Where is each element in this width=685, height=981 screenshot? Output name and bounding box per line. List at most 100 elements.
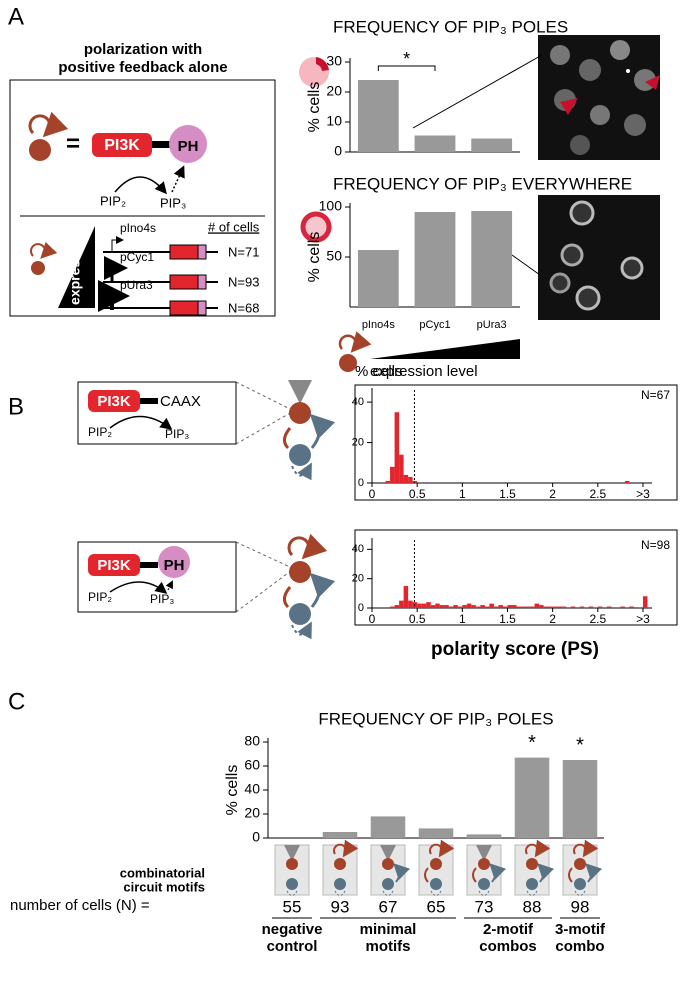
link xyxy=(568,867,573,883)
x-tick-label: 1 xyxy=(459,612,466,626)
node xyxy=(29,139,51,161)
bar xyxy=(417,603,422,608)
bar xyxy=(620,606,625,608)
bar xyxy=(399,454,404,483)
y-tick-label: 100 xyxy=(319,198,343,214)
x-tick-label: 1.5 xyxy=(499,612,516,626)
bar xyxy=(562,760,598,838)
x-tick-label: >3 xyxy=(636,612,650,626)
chart-title: FREQUENCY OF PIP₃ POLES xyxy=(318,709,553,728)
feedback xyxy=(525,839,551,858)
annotation: * xyxy=(528,732,536,754)
link xyxy=(585,863,603,883)
product: PIP₃ xyxy=(165,427,189,441)
bar xyxy=(322,832,358,838)
self-loop xyxy=(526,890,538,896)
node xyxy=(430,878,442,890)
bar xyxy=(453,605,458,608)
bar xyxy=(507,605,512,608)
y-tick-label: 40 xyxy=(352,396,364,408)
bar xyxy=(579,606,585,608)
y-tick-label: 50 xyxy=(326,248,342,264)
y-tick-label: 40 xyxy=(244,781,260,797)
bar xyxy=(588,606,594,608)
y-tick-label: 20 xyxy=(244,805,260,821)
bar xyxy=(484,606,490,608)
node xyxy=(478,878,490,890)
self-loop xyxy=(478,890,490,896)
y-tick-label: 20 xyxy=(352,436,364,448)
expression-ramp xyxy=(370,339,520,359)
x-axis-label: polarity score (PS) xyxy=(431,639,599,660)
product: PIP₃ xyxy=(150,592,174,606)
x-axis-label: expression level xyxy=(370,363,478,380)
x-tick-label: 2.5 xyxy=(589,612,606,626)
annotation: N=67 xyxy=(641,388,670,402)
link xyxy=(393,863,411,883)
node xyxy=(478,858,490,870)
enzyme: PI3K xyxy=(97,393,131,410)
plot-frame xyxy=(354,529,678,626)
bar xyxy=(399,600,404,608)
substrate: PIP₂ xyxy=(88,590,112,604)
bar xyxy=(418,828,454,838)
node xyxy=(31,261,45,275)
bar xyxy=(530,606,535,608)
feedback xyxy=(573,839,599,858)
significance-bracket xyxy=(377,65,436,71)
x-tick-label: 1 xyxy=(459,487,466,501)
substrate: PIP₂ xyxy=(100,193,126,208)
gradient-label: expression xyxy=(67,231,83,305)
group-label: combos xyxy=(479,938,537,955)
feedback xyxy=(30,241,58,259)
gene xyxy=(197,274,207,290)
title: positive feedback alone xyxy=(58,59,227,76)
bar xyxy=(394,412,400,483)
count: N=68 xyxy=(228,300,259,315)
bar xyxy=(557,606,562,608)
node xyxy=(574,858,586,870)
domain-shape xyxy=(169,125,207,163)
bar xyxy=(462,605,467,608)
count: N=71 xyxy=(228,244,259,259)
x-tick-label: 2 xyxy=(549,612,556,626)
x-tick-label: 2 xyxy=(549,487,556,501)
y-tick-label: 30 xyxy=(326,53,342,69)
bar xyxy=(403,586,409,608)
bar xyxy=(548,606,553,608)
y-tick-label: 10 xyxy=(326,113,342,129)
y-tick-label: 40 xyxy=(352,543,364,555)
construct: pIno4s N=71 xyxy=(103,221,259,260)
link xyxy=(537,863,555,883)
bar xyxy=(385,480,391,483)
promoter: pIno4s xyxy=(120,221,156,235)
y-axis-label: % cells xyxy=(306,82,323,133)
feedback xyxy=(429,839,455,858)
bar xyxy=(390,466,395,483)
y-tick-label: 60 xyxy=(244,757,260,773)
group-label: control xyxy=(267,938,318,955)
bar xyxy=(552,606,558,608)
group-label: motifs xyxy=(366,938,411,955)
self-loop xyxy=(430,890,442,896)
node xyxy=(334,858,346,870)
annotation: N=98 xyxy=(641,538,670,552)
product: PIP₃ xyxy=(160,195,186,210)
bar xyxy=(498,605,503,608)
bar xyxy=(412,480,418,483)
bar xyxy=(642,596,648,608)
bar xyxy=(480,605,485,608)
promoter: pUra3 xyxy=(120,278,153,292)
self-loop xyxy=(382,890,394,896)
count-header: # of cells xyxy=(208,219,260,234)
chart-title: FREQUENCY OF PIP₃ EVERYWHERE xyxy=(333,174,632,193)
x-tick-label: >3 xyxy=(636,487,650,501)
enzyme-box xyxy=(92,133,152,157)
diagram-a: polarization with positive feedback alon… xyxy=(9,41,276,317)
node xyxy=(286,878,298,890)
gene xyxy=(197,300,207,316)
bar xyxy=(414,135,456,152)
bar xyxy=(539,605,544,608)
bar xyxy=(426,602,431,608)
